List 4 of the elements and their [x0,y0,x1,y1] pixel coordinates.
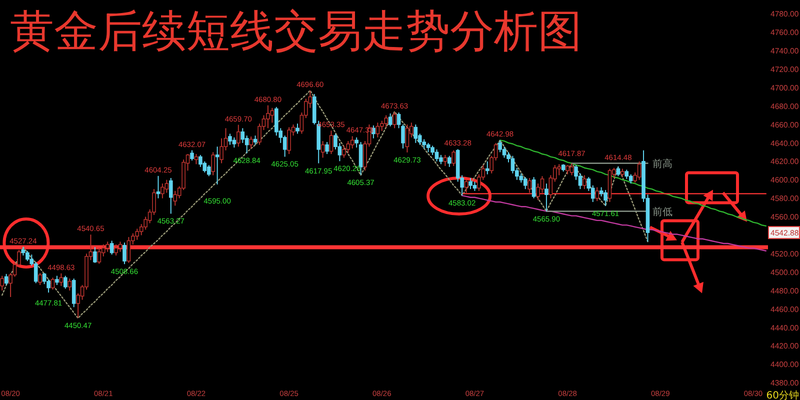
title: 黄金后续短线交易走势分析图 [10,6,582,57]
text: 60分钟 [766,390,799,400]
series-label: 前低 [652,206,673,218]
series-label: 前高 [652,158,673,170]
